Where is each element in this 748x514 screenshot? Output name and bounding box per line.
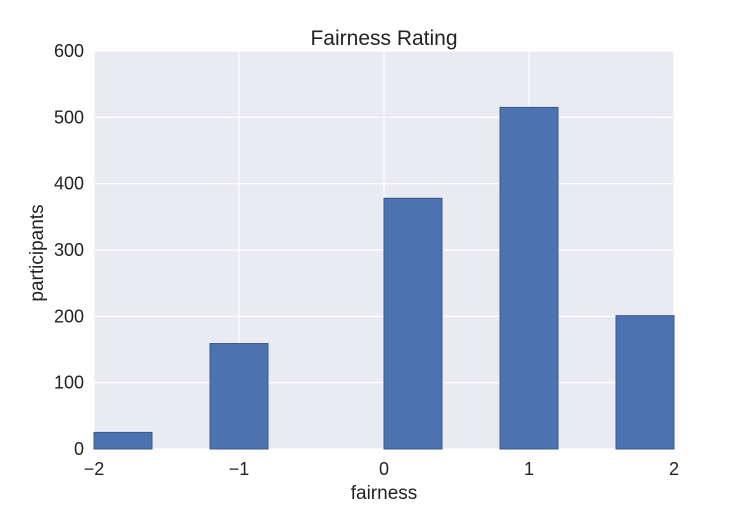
x-tick-label: −1 xyxy=(229,459,250,479)
y-tick-label: 500 xyxy=(54,107,84,127)
y-axis-label: participants xyxy=(27,204,48,301)
histogram-bar xyxy=(615,315,675,450)
x-tick-label: 0 xyxy=(379,459,389,479)
y-tick-label: 0 xyxy=(74,439,84,459)
y-tick-label: 100 xyxy=(54,373,84,393)
y-tick-label: 400 xyxy=(54,174,84,194)
x-axis-label: fairness xyxy=(351,483,418,504)
x-tick-label: 2 xyxy=(669,459,679,479)
histogram-bar xyxy=(209,343,269,450)
histogram-bar xyxy=(93,431,153,450)
histogram-bar xyxy=(383,197,443,450)
bars xyxy=(93,106,675,450)
y-tick-label: 300 xyxy=(54,240,84,260)
y-tick-labels: 0 100 200 300 400 500 600 xyxy=(54,41,84,459)
chart-title: Fairness Rating xyxy=(310,27,457,50)
y-tick-label: 600 xyxy=(54,41,84,61)
x-tick-label: 1 xyxy=(524,459,534,479)
x-tick-label: −2 xyxy=(84,459,105,479)
histogram-bar xyxy=(499,106,559,450)
x-tick-labels: −2 −1 0 1 2 xyxy=(84,459,679,479)
y-tick-label: 200 xyxy=(54,306,84,326)
